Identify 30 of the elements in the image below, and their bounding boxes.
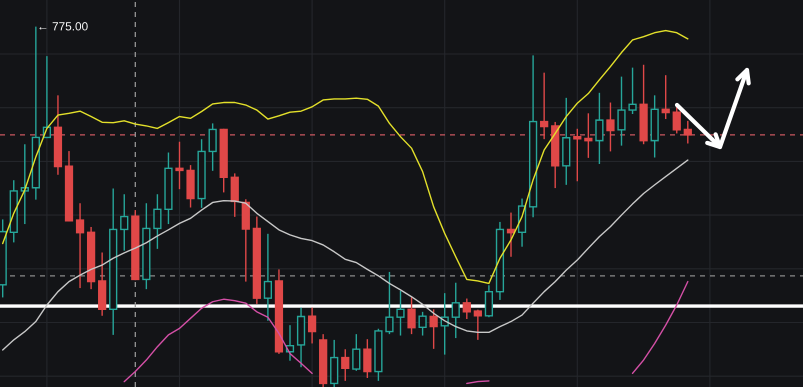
candlestick [352,334,360,371]
candlestick [264,234,272,321]
candlestick [363,339,372,378]
candlestick [418,312,427,336]
candlestick [672,106,681,134]
candlestick [208,123,217,171]
candlestick [540,72,548,140]
candlestick [462,298,471,319]
candlestick [452,282,460,338]
candlestick [120,194,128,251]
candlestick [617,76,626,146]
annotation: ← 775.00 [39,22,88,31]
candlestick [628,68,637,114]
candlestick [341,349,350,381]
candlestick [76,203,84,288]
candlestick [573,128,582,182]
candlestick [153,194,162,249]
candlestick [595,92,604,164]
candlestick [506,212,516,257]
candlestick [684,120,692,144]
candlestick [407,297,416,334]
candlestick [396,290,405,336]
candlestick [430,309,438,349]
candlestick [385,272,394,334]
candlestick [175,142,184,190]
candlestick [606,102,615,152]
candlestick [584,113,592,158]
candlestick [474,310,482,340]
candlestick [308,308,316,344]
candlestick [662,75,670,120]
